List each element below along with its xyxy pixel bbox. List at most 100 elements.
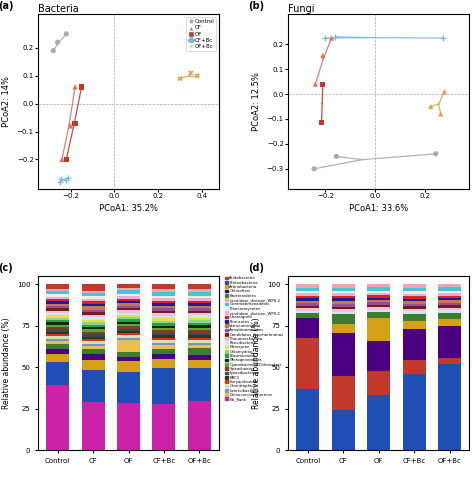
Bar [82,293,105,297]
Bar [153,323,175,326]
Bar [82,291,105,293]
Bar [82,339,105,342]
Bar [46,327,69,329]
Bar [117,315,140,317]
Bar [367,298,390,300]
Bar [188,310,211,313]
Bar [153,303,175,306]
Bar [188,360,211,368]
Point [311,80,319,88]
Bar [153,328,175,331]
Point [71,119,79,127]
Bar [117,322,140,324]
Point [64,174,72,182]
Bar [82,354,105,360]
Bar [117,326,140,329]
Bar [188,318,211,320]
Bar [82,350,105,354]
Bar [296,303,319,306]
Bar [188,338,211,340]
Bar [367,305,390,307]
Bar [153,335,175,338]
Bar [188,323,211,325]
Bar [46,341,69,344]
Bar [153,320,175,323]
Bar [402,374,426,450]
Bar [117,284,140,288]
Bar [367,312,390,319]
Bar [438,291,461,293]
Bar [82,301,105,304]
Bar [117,340,140,353]
Bar [46,284,69,289]
Bar [296,293,319,296]
Bar [188,320,211,323]
Bar [46,294,69,297]
Bar [438,365,461,450]
Bar [153,333,175,335]
Bar [46,313,69,315]
Bar [46,322,69,325]
Bar [46,301,69,304]
Bar [153,292,175,296]
Bar [46,289,69,291]
Bar [46,339,69,341]
Bar [367,307,390,309]
Bar [188,313,211,316]
Bar [153,338,175,341]
Bar [153,301,175,303]
Point [63,30,70,38]
Bar [46,362,69,385]
Bar [367,319,390,341]
Bar [188,316,211,318]
Bar [438,287,461,291]
Bar [117,290,140,294]
Bar [46,336,69,339]
Bar [82,330,105,332]
Bar [46,329,69,331]
Bar [188,345,211,348]
Bar [117,310,140,312]
Bar [82,310,105,312]
Bar [188,342,211,345]
Bar [117,303,140,306]
Bar [402,330,426,360]
Bar [367,302,390,305]
Bar [153,354,175,359]
Point [321,34,329,42]
Point [63,156,70,163]
Bar [332,307,355,309]
Bar [438,358,461,365]
Bar [82,346,105,350]
Bar [332,298,355,301]
Bar [188,298,211,301]
Bar [402,314,426,321]
Point [331,33,339,41]
Bar [46,297,69,299]
Point [58,156,66,163]
Bar [332,333,355,376]
Bar [296,301,319,303]
Bar [332,410,355,450]
Point [176,75,183,82]
Bar [117,317,140,319]
Bar [82,344,105,346]
Bar [296,287,319,291]
Bar [82,312,105,315]
Bar [296,298,319,301]
Text: (d): (d) [248,262,264,273]
Bar [402,284,426,287]
Y-axis label: PCoA2: 14%: PCoA2: 14% [2,76,11,127]
Bar [438,298,461,300]
Bar [332,312,355,314]
Bar [117,324,140,326]
Bar [46,334,69,336]
Text: Fungi: Fungi [288,3,315,13]
Bar [438,303,461,305]
Bar [296,308,319,311]
Bar [82,370,105,402]
Bar [46,325,69,327]
Point [319,80,327,88]
Bar [153,343,175,345]
Bar [117,333,140,335]
